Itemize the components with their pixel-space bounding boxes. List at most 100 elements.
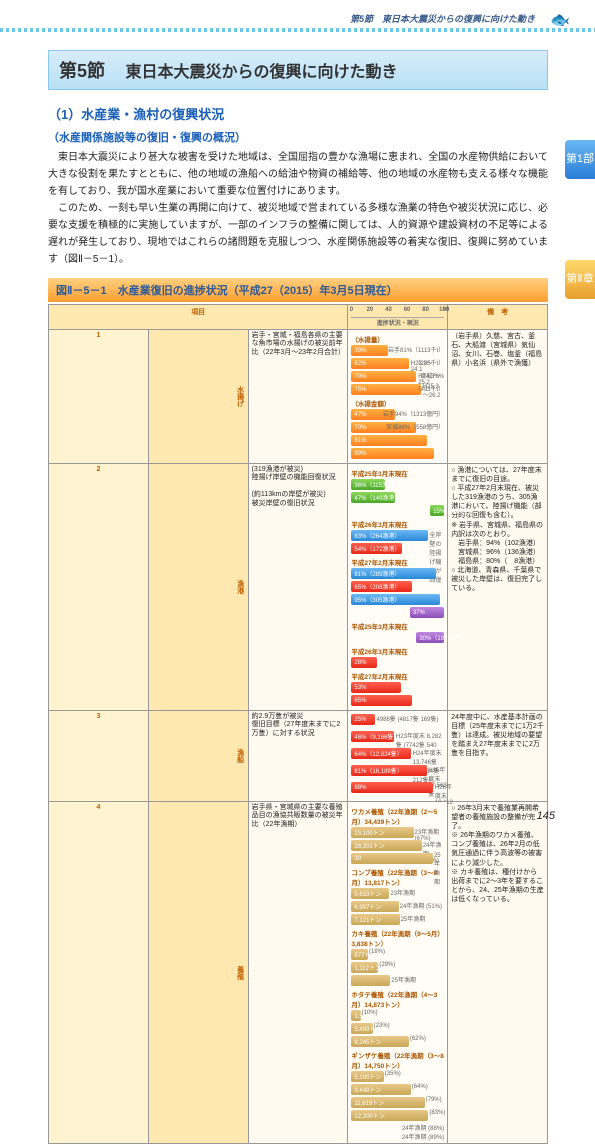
progress-bar: 6,997トン [351,901,398,912]
bar-label: (18%) [369,949,385,955]
row-subject: 岩手・宮城・福島各県の主要な魚市場の水揚げの被災前年比（22年3月～23年2月合… [248,330,348,464]
row-bars: （水揚量）39%岩手81%（1113千t）62%H23.3～24.1（285千t… [348,330,448,464]
progress-bar: 25% [351,714,374,725]
progress-chart-table: 項目 020406080100% 進捗状況・現況 備 考 1水揚げ岩手・宮城・福… [48,304,548,1144]
page-number: 145 [537,810,555,822]
bar-group-label: ホタテ養殖（22年漁期（4～3月）14,873トン） [351,989,444,1009]
bar-label: (64%) [412,1084,428,1090]
row-subject: 約2.9万隻が被災 復旧目標（27年度末までに2万隻）に対する状況 [248,711,348,802]
progress-bar: 37% [410,607,444,618]
bar-side-label: 宮城88%（558億円） [386,422,444,431]
bar-tail-label: 24年漁期 (89%) [351,1132,444,1141]
bar-side-label: （493千t） [415,384,445,393]
bar-label: 24年漁期 (51%) [400,901,442,910]
row-note: 24年度中に、水産基本計画の目標（25年度末までに1万2千隻）は達成。被災地域の… [448,711,548,802]
bar-group-label: （水揚金額） [351,398,444,408]
row-bars: ワカメ養殖（22年漁期（2～5月）34,439トン）23,100トン23年漁期 … [348,802,448,1144]
progress-bar: 65% [351,695,411,706]
progress-bar: 81%（16,189隻） [351,765,426,776]
scale-tick: 20 [367,307,374,313]
bar-tail-label: 24年漁期 (88%) [351,1123,444,1132]
row-subject: 岩手県・宮城県の主要な養殖品目の漁協共販数量の被災年比（22年漁期） [248,802,348,1144]
progress-bar: 53% [351,682,400,693]
progress-bar [351,975,390,986]
progress-bar: 47%（149漁港） [351,492,395,503]
progress-bar: 12,200トン [351,1110,428,1121]
bar-label: 25年漁期 [434,853,444,886]
progress-bar: 5,633トン [351,888,389,899]
bar-side-label: 岩手94%（1313億円） [383,409,444,418]
progress-bar: 64%（12,824隻） [351,748,410,759]
row-category: 水揚げ [148,330,248,464]
bar-label: 25年漁期 [401,914,426,923]
section-title: 第5節 東日本大震災からの復興に向けた動き [48,50,548,90]
paragraph-1: 東日本大震災により甚大な被害を受けた地域は、全国屈指の豊かな漁場に恵まれ、全国の… [48,149,548,200]
progress-bar: 5,100トン [351,1071,383,1082]
progress-bar: 81% [351,435,426,446]
table-row: 1水揚げ岩手・宮城・福島各県の主要な魚市場の水揚げの被災前年比（22年3月～23… [49,330,548,464]
progress-bar: 62% [351,358,409,369]
bar-label: (29%) [379,962,395,968]
dotted-divider [0,28,595,32]
year-label: 平成25年3月末現在 [351,621,444,631]
year-label: 平成25年3月末現在 [351,468,444,478]
progress-bar: 89% [351,448,434,459]
section-num: 第5節 [59,61,105,81]
col-item: 項目 [49,305,348,330]
progress-bar: 65%（208漁港） [351,581,411,592]
bar-side-label: 宮城78% [420,371,444,380]
row-index: 2 [49,464,149,711]
bar-label: (62%) [410,1036,426,1042]
bar-group-label: ワカメ養殖（22年漁期（2～5月）34,439トン） [351,806,444,826]
table-row: 2漁港(319漁港が被災) 陸揚げ岸壁の機能回復状況 (約113kmの岸壁が被災… [49,464,548,711]
progress-bar: 46%（9,166隻） [351,731,394,742]
progress-bar: 1,520トン [351,1010,360,1021]
row-category: 養殖 [148,802,248,1144]
row-bars: 25%4986隻 (4817隻 169隻)46%（9,166隻）H23年度末 8… [348,711,448,802]
side-tab-chap2: 第Ⅱ章 [565,260,595,299]
row-note: ○ 漁港については、27年度末までに復旧の目途。 ○ 平成27年2月末現在、被災… [448,464,548,711]
progress-bar: 91%（289漁港） [351,568,435,579]
scale-tick: 40 [385,307,392,313]
row-subject: (319漁港が被災) 陸揚げ岸壁の機能回復状況 (約113kmの岸壁が被災) 被… [248,464,348,711]
row-note: ○ 26年3月末で養殖業再開希望者の養殖施設の整備が完了。 ※ 26年漁期のワカ… [448,802,548,1144]
progress-bar: 3,489トン [351,1023,372,1034]
bar-group-label: （水揚量） [351,334,444,344]
page-content: 第5節 東日本大震災からの復興に向けた動き （1）水産業・漁村の復興状況 （水産… [48,50,548,1144]
row-index: 4 [49,802,149,1144]
progress-bar: 30%（197漁港） [416,632,444,643]
progress-bar: 88% [351,782,433,793]
col-progress: 020406080100% 進捗状況・現況 [348,305,448,330]
progress-bar: 1,112トン [351,962,378,973]
progress-bar: 9,448トン [351,1084,410,1095]
progress-bar: 39% [351,345,387,356]
progress-bar: 9,245トン [351,1036,409,1047]
bar-label: (23%) [374,1023,390,1029]
col-note: 備 考 [448,305,548,330]
figure-title: 図Ⅱ－5－1 水産業復旧の進捗状況（平成27（2015）年3月5日現在） [48,278,548,302]
progress-bar: 30 [351,853,433,864]
row-bars: 平成25年3月末現在36%（115漁港）47%（149漁港）15%（48漁港）平… [348,464,448,711]
scale-tick: 0 [350,307,353,313]
paragraph-2: このため、一刻も早い生業の再開に向けて、被災地域で営まれている多様な漁業の特色や… [48,200,548,268]
bar-side-label: 岩手81%（1113千t） [388,345,444,354]
progress-bar: 7,121トン [351,914,399,925]
scale-tick: 80 [422,307,429,313]
scale-tick: % [443,307,448,313]
bar-label: (83%) [429,1110,445,1116]
progress-bar: 75% [351,384,421,395]
bar-label: 23年漁期 [390,888,415,897]
progress-bar: 28% [351,657,377,668]
table-header-row: 項目 020406080100% 進捗状況・現況 備 考 [49,305,548,330]
bar-stack-label: 4986隻 (4817隻 169隻) [376,714,438,723]
progress-bar: 677トン [351,949,368,960]
progress-bar: 70% [351,371,416,382]
row-note: （岩手県）久慈、宮古、釜石、大船渡（宮城県）気仙沼、女川、石巻、塩釜（福島県）小… [448,330,548,464]
progress-bar: 15%（48漁港） [430,505,444,516]
row-category: 漁船 [148,711,248,802]
year-label: 平成26年3月末現在 [351,646,444,656]
year-label: 平成26年3月末現在 [351,519,444,529]
bar-label: 25年漁期 [391,975,416,984]
scale-axis: 020406080100% [351,307,444,318]
bar-group-label: ギンザケ養殖（22年漁期（3～8月）14,750トン） [351,1050,444,1070]
